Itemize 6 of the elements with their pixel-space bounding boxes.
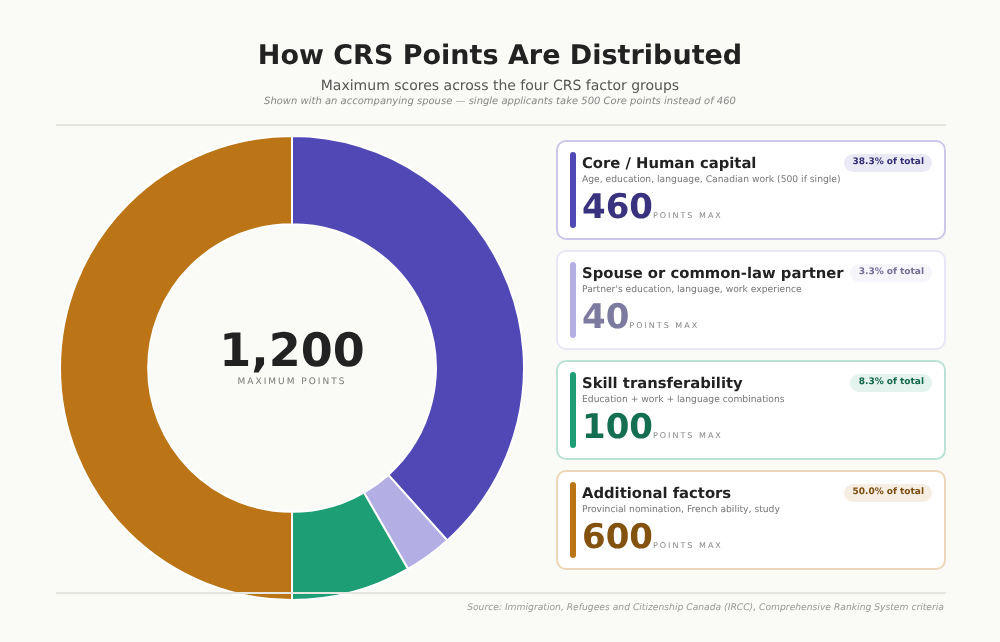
text: 1,200 xyxy=(217,326,367,378)
data-label: 460 xyxy=(582,188,653,228)
chart-title: How CRS Points Are Distributed xyxy=(255,40,745,72)
data-label: 600 xyxy=(582,518,653,558)
data-label: 100 xyxy=(582,408,653,448)
data-label: 40 xyxy=(582,298,630,338)
